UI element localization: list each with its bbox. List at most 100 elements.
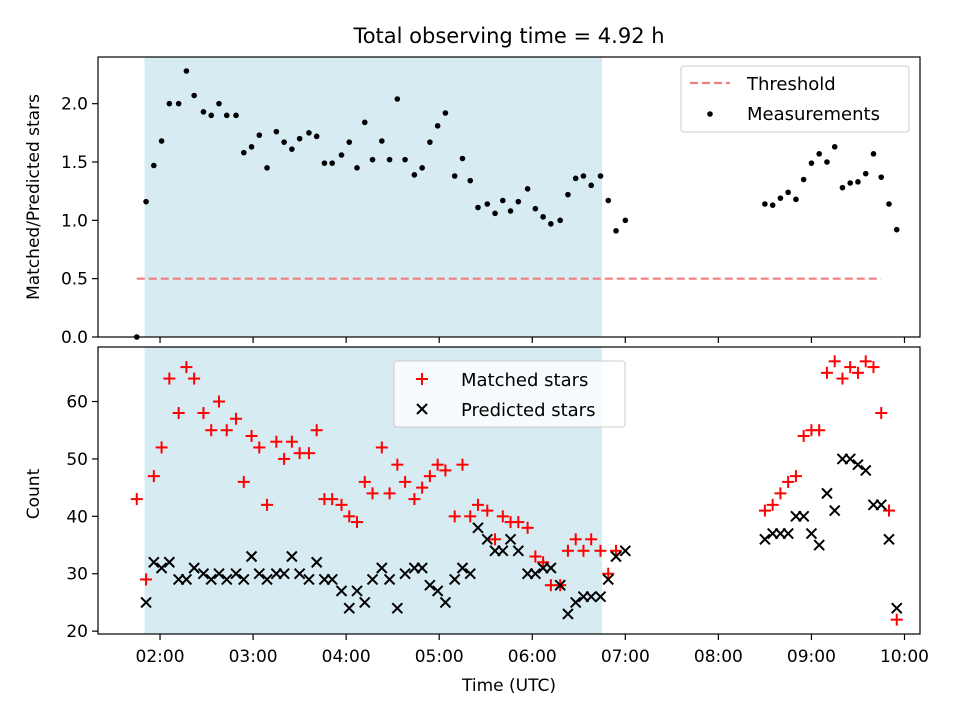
measurement-point	[524, 186, 531, 192]
measurement-point	[200, 109, 207, 115]
measurement-point	[548, 221, 554, 227]
x-tick-label: 06:00	[508, 647, 557, 667]
predicted-star-point	[253, 568, 266, 580]
measurement-point	[191, 92, 197, 99]
predicted-star-point	[545, 562, 557, 574]
matched-star-point	[602, 567, 615, 580]
predicted-star-point	[813, 539, 825, 551]
matched-star-point	[464, 510, 477, 523]
y-tick-label: 1.0	[61, 211, 88, 231]
measurement-point	[256, 132, 263, 138]
measurement-point	[296, 135, 303, 142]
predicted-star-point	[148, 556, 160, 568]
measurement-point	[183, 68, 190, 74]
predicted-star-point	[504, 533, 517, 545]
measurement-point	[492, 210, 498, 217]
matched-star-point	[302, 447, 315, 460]
top-legend-box	[680, 65, 910, 133]
matched-star-point	[875, 407, 888, 420]
matched-star-point	[569, 533, 582, 546]
predicted-star-point	[472, 522, 484, 534]
legend-predicted-label: Predicted stars	[461, 400, 595, 421]
y-tick-label: 2.0	[61, 95, 88, 115]
measurement-point	[605, 197, 612, 204]
measurement-point	[870, 151, 877, 157]
predicted-star-point	[821, 487, 833, 500]
matched-star-point	[836, 372, 849, 385]
y-tick-label: 0.0	[61, 328, 88, 348]
bottom-panel: 20 30 40 50 60 02:00 03:00 04:00 05:00 06:00 07:0…	[24, 346, 929, 696]
measurement-point	[484, 201, 491, 207]
predicted-star-point	[351, 585, 363, 597]
predicted-star-point	[293, 568, 306, 580]
matched-star-point	[813, 424, 826, 437]
measurement-point	[862, 170, 869, 177]
predicted-star-point	[399, 568, 411, 580]
measurement-point	[793, 196, 799, 203]
matched-star-point	[326, 493, 339, 506]
predicted-star-point	[197, 568, 210, 580]
matched-star-point	[867, 361, 880, 374]
matched-star-point	[585, 533, 598, 546]
measurement-point	[289, 146, 295, 152]
measurement-point	[151, 162, 157, 169]
predicted-star-point	[424, 579, 436, 591]
measurement-point	[321, 160, 328, 166]
matched-star-point	[820, 366, 833, 379]
predicted-star-point	[366, 573, 379, 586]
measurement-point	[223, 112, 230, 119]
matched-star-point	[343, 510, 356, 523]
measurement-point	[800, 176, 807, 183]
measurement-point	[143, 198, 149, 205]
measurement-point	[427, 139, 433, 145]
matched-star-point	[758, 504, 771, 517]
y-tick-label: 60	[66, 393, 88, 413]
matched-star-point	[828, 355, 841, 368]
predicted-star-point	[310, 556, 323, 568]
matched-star-point	[261, 498, 274, 511]
matched-star-point	[577, 544, 590, 557]
measurement-point	[208, 112, 215, 119]
measurement-point	[240, 149, 247, 156]
matched-star-point	[205, 424, 218, 437]
predicted-star-point	[875, 499, 887, 511]
measurement-point	[442, 110, 449, 116]
bottom-ylabel: Count	[24, 468, 44, 519]
matched-star-point	[859, 355, 872, 368]
measurement-point	[459, 155, 466, 162]
legend-matched-label: Matched stars	[461, 370, 588, 391]
matched-star-point	[220, 424, 233, 437]
measurement-point	[580, 173, 587, 179]
matched-star-point	[521, 521, 534, 534]
predicted-star-point	[449, 573, 461, 586]
chart-title: Total observing time = 4.92 h	[352, 24, 664, 48]
predicted-star-point	[619, 545, 632, 557]
predicted-star-point	[610, 550, 622, 563]
y-tick-label: 20	[66, 622, 88, 642]
predicted-star-point	[512, 545, 525, 557]
matched-star-point	[383, 487, 396, 500]
matched-star-point	[399, 475, 412, 488]
predicted-star-point	[278, 568, 290, 580]
legend-threshold-label: Threshold	[746, 74, 836, 95]
matched-star-point	[529, 550, 542, 563]
predicted-star-point	[238, 573, 250, 586]
measurement-point	[402, 156, 408, 163]
predicted-star-point	[891, 602, 903, 614]
x-tick-label: 09:00	[787, 647, 836, 667]
matched-star-point	[439, 464, 452, 477]
measurement-point	[467, 177, 474, 184]
measurement-point	[777, 195, 784, 201]
predicted-star-point	[439, 596, 452, 609]
matched-star-point	[594, 544, 607, 557]
matched-star-point	[481, 504, 494, 517]
predicted-star-point	[562, 608, 574, 620]
matched-star-point	[130, 493, 143, 506]
matched-star-point	[155, 441, 168, 454]
predicted-star-point	[221, 573, 233, 586]
matched-star-point	[471, 498, 484, 511]
measurement-point	[572, 175, 579, 182]
predicted-star-point	[335, 585, 348, 597]
predicted-star-point	[844, 453, 856, 465]
matched-star-point	[456, 458, 469, 471]
